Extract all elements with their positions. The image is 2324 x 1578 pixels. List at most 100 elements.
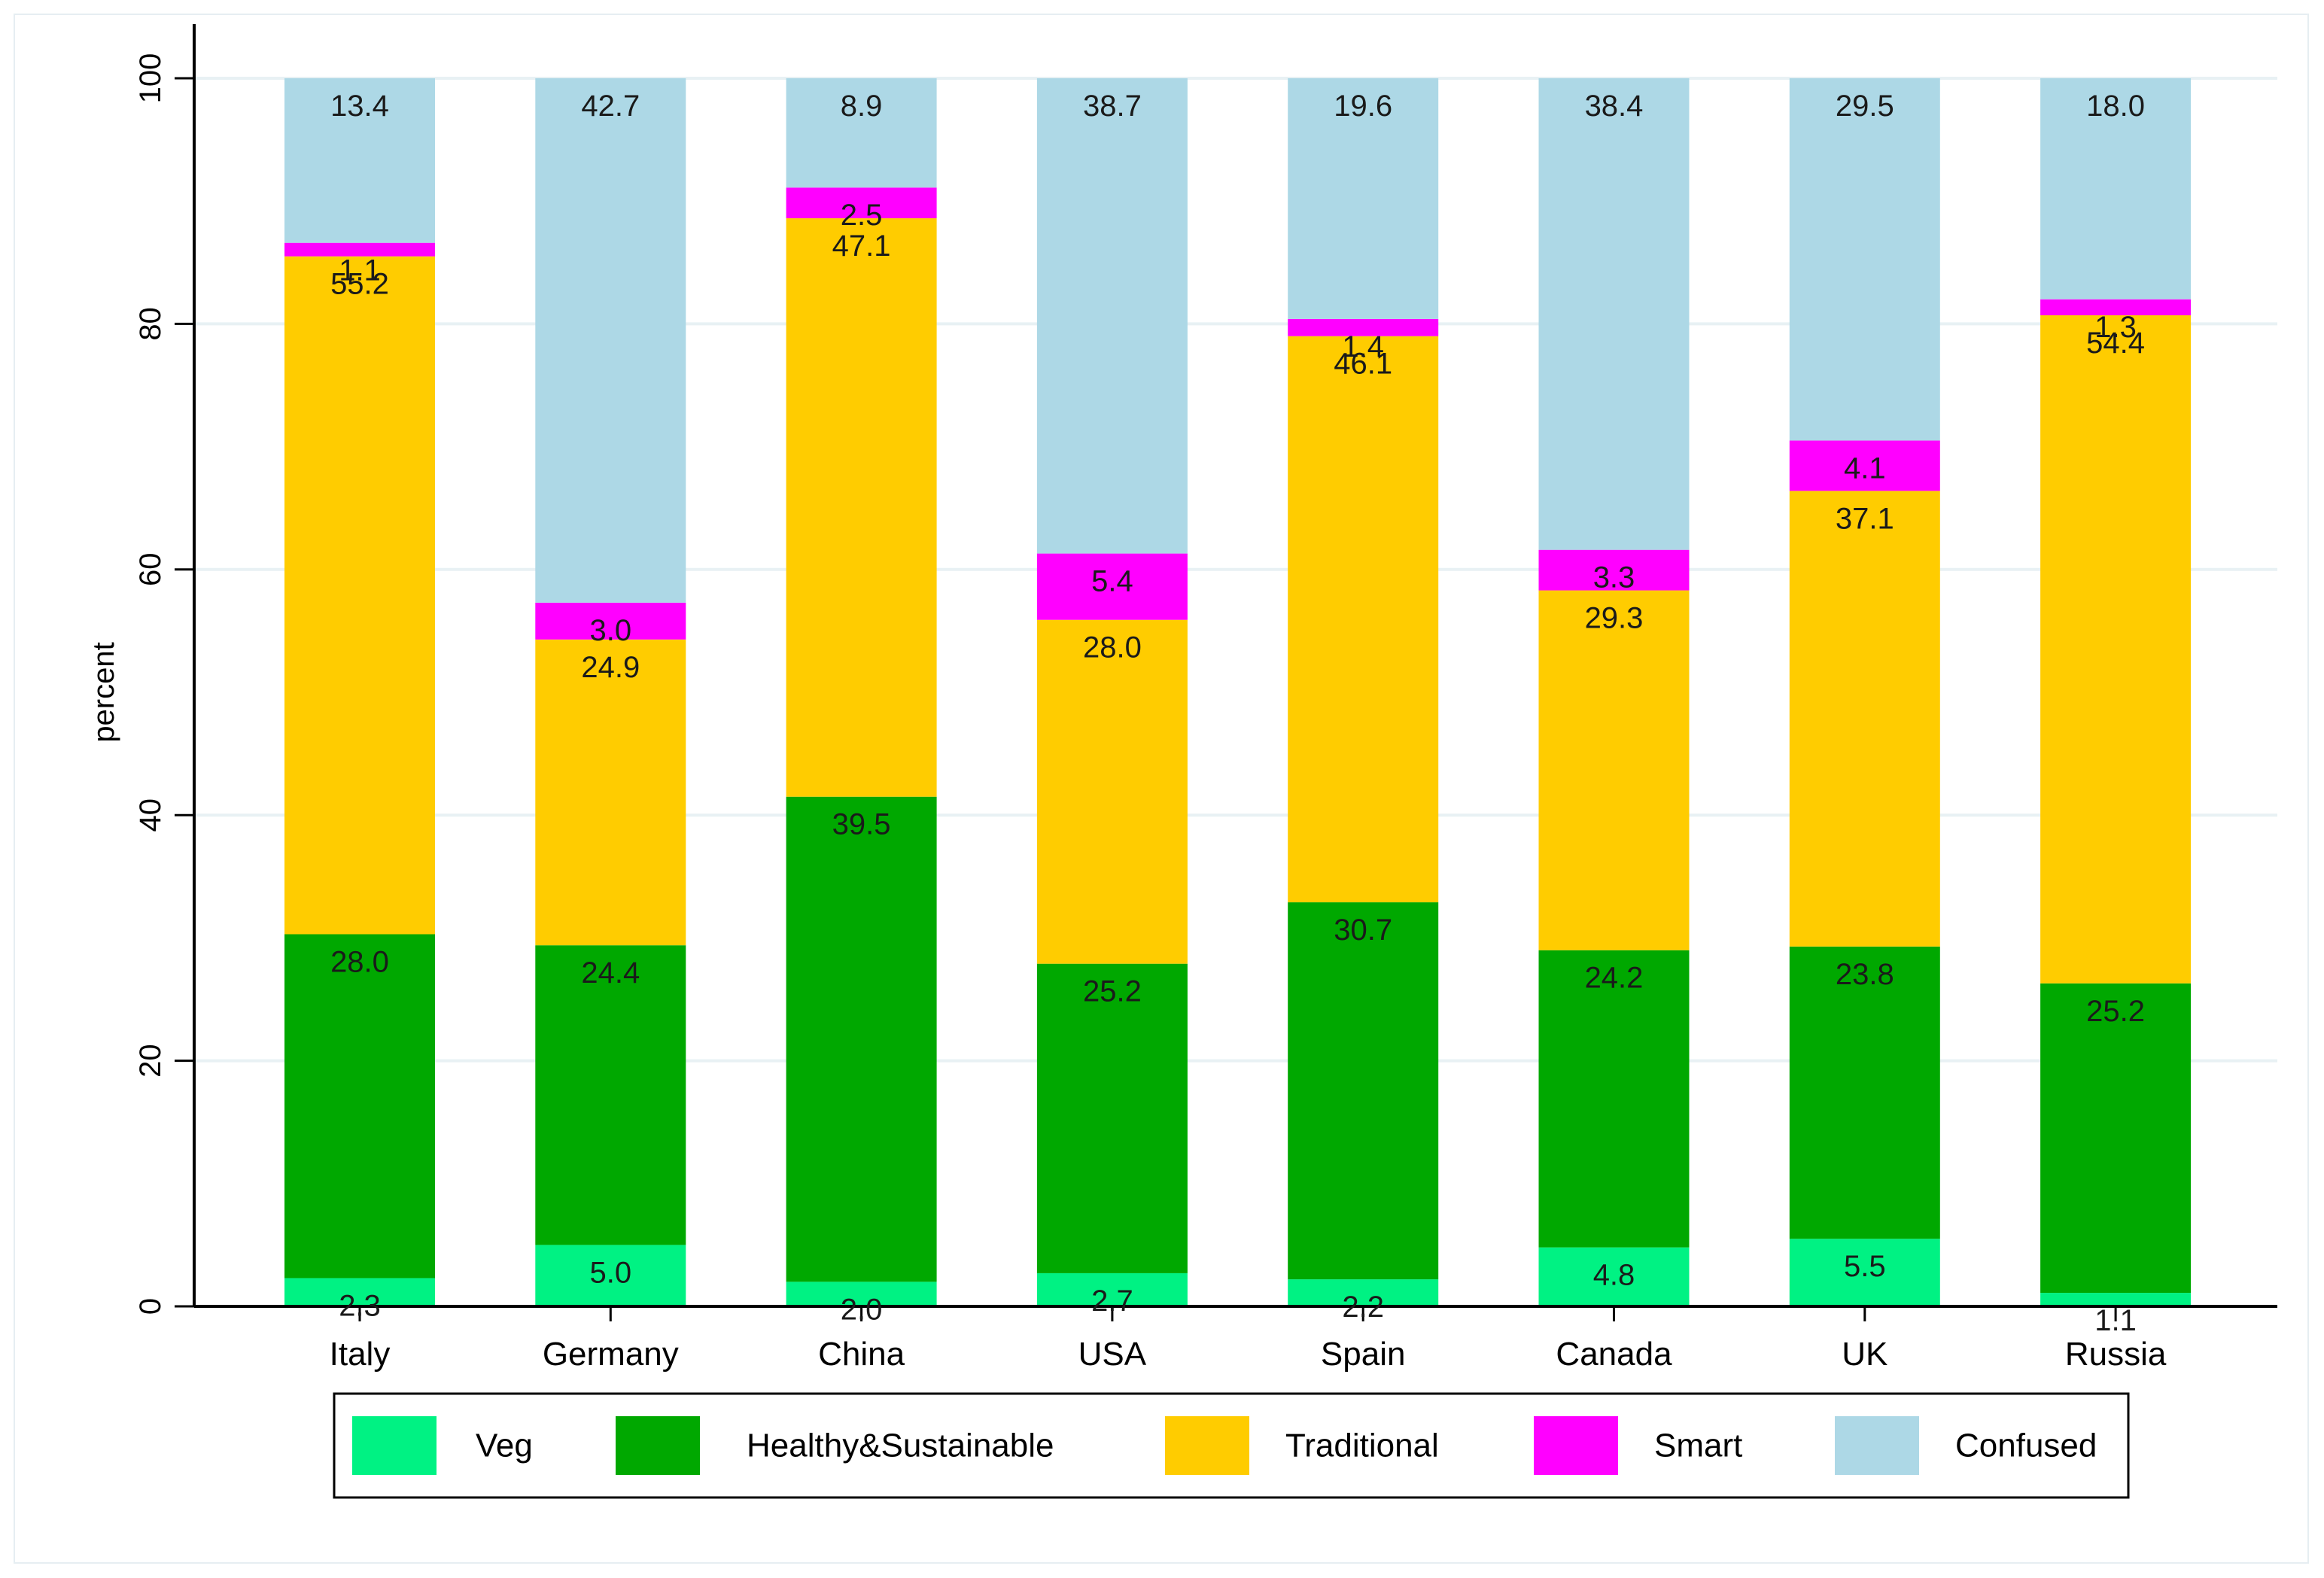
value-label-germany-smart: 3.0: [589, 614, 631, 647]
bar-russia-traditional: [2040, 315, 2192, 984]
value-label-russia-confused: 18.0: [2086, 90, 2145, 123]
value-label-uk-healthy-sustainable: 23.8: [1836, 958, 1894, 991]
bar-canada-veg: [1538, 1247, 1690, 1306]
y-tick-label-0: 0: [134, 1298, 167, 1315]
x-tick-label-usa: USA: [1078, 1336, 1147, 1373]
legend-label-confused: Confused: [1955, 1427, 2097, 1464]
bar-russia-smart: [2040, 299, 2192, 315]
value-label-canada-veg: 4.8: [1593, 1259, 1635, 1292]
value-label-italy-veg: 2.3: [339, 1289, 381, 1322]
bar-russia-healthy-sustainable: [2040, 983, 2192, 1294]
x-tick-label-germany: Germany: [543, 1336, 679, 1373]
legend-label-veg: Veg: [476, 1427, 533, 1464]
value-label-canada-traditional: 29.3: [1585, 602, 1644, 635]
bar-usa-confused: [1036, 78, 1188, 554]
legend-swatch-confused: [1835, 1416, 1919, 1475]
bar-italy-traditional: [284, 256, 435, 935]
legend-label-traditional: Traditional: [1285, 1427, 1439, 1464]
value-label-russia-veg: 1.1: [2094, 1304, 2137, 1337]
y-tick-label-40: 40: [134, 798, 167, 832]
value-label-china-confused: 8.9: [841, 90, 883, 123]
bar-china-veg: [786, 1282, 937, 1306]
chart-frame: 0 20 40 60 80 100 percent Italy Germany China USA S…: [14, 14, 2309, 1564]
bar-uk-traditional: [1789, 491, 1940, 947]
legend-swatch-healthy-sustainable: [616, 1416, 700, 1475]
value-label-uk-traditional: 37.1: [1836, 502, 1894, 535]
legend-swatch-smart: [1534, 1416, 1618, 1475]
bar-uk-smart: [1789, 440, 1940, 491]
bar-china-confused: [786, 78, 937, 188]
bar-germany-veg: [535, 1245, 686, 1306]
bar-spain-traditional: [1288, 336, 1439, 903]
value-label-italy-traditional: 55.2: [330, 268, 389, 301]
bar-usa-smart: [1036, 553, 1188, 620]
value-label-germany-veg: 5.0: [589, 1256, 631, 1289]
value-label-germany-traditional: 24.9: [581, 651, 640, 684]
bar-italy-veg: [284, 1278, 435, 1306]
value-label-russia-healthy-sustainable: 25.2: [2086, 995, 2145, 1028]
value-label-china-healthy-sustainable: 39.5: [832, 808, 891, 841]
value-label-germany-healthy-sustainable: 24.4: [581, 956, 640, 990]
bar-germany-healthy-sustainable: [535, 945, 686, 1245]
value-label-usa-veg: 2.7: [1091, 1285, 1133, 1318]
value-label-uk-smart: 4.1: [1844, 452, 1886, 485]
bar-canada-smart: [1538, 549, 1690, 591]
bar-spain-healthy-sustainable: [1288, 902, 1439, 1280]
bar-usa-veg: [1036, 1272, 1188, 1306]
x-tick-label-russia: Russia: [2065, 1336, 2167, 1373]
y-axis-title: percent: [87, 642, 120, 742]
bar-germany-confused: [535, 78, 686, 603]
bar-germany-traditional: [535, 639, 686, 946]
bar-uk-healthy-sustainable: [1789, 946, 1940, 1239]
value-label-spain-confused: 19.6: [1334, 90, 1392, 123]
value-label-italy-smart: 1.1: [339, 254, 381, 287]
value-label-china-traditional: 47.1: [832, 230, 891, 263]
value-label-italy-confused: 13.4: [330, 90, 389, 123]
stacked-bar-chart: 0 20 40 60 80 100 percent Italy Germany China USA S…: [87, 24, 2277, 1499]
x-tick-label-china: China: [818, 1336, 905, 1373]
value-label-italy-healthy-sustainable: 28.0: [330, 946, 389, 979]
bar-russia-veg: [2040, 1293, 2192, 1306]
bar-usa-healthy-sustainable: [1036, 963, 1188, 1273]
value-label-russia-traditional: 54.4: [2086, 327, 2145, 360]
x-tick-label-canada: Canada: [1556, 1336, 1672, 1373]
bar-uk-veg: [1789, 1239, 1940, 1306]
value-label-usa-smart: 5.4: [1091, 565, 1133, 598]
legend-label-smart: Smart: [1654, 1427, 1742, 1464]
value-label-uk-veg: 5.5: [1844, 1250, 1886, 1283]
value-label-china-veg: 2.0: [841, 1293, 883, 1326]
legend-swatch-veg: [352, 1416, 437, 1475]
bar-italy-confused: [284, 78, 435, 243]
bar-spain-smart: [1288, 318, 1439, 336]
y-tick-label-20: 20: [134, 1044, 167, 1078]
legend-label-healthy-sustainable: Healthy&Sustainable: [747, 1427, 1054, 1464]
value-label-usa-healthy-sustainable: 25.2: [1083, 975, 1142, 1008]
bar-china-traditional: [786, 218, 937, 797]
bar-germany-smart: [535, 602, 686, 640]
value-label-china-smart: 2.5: [841, 199, 883, 232]
legend-swatch-traditional: [1165, 1416, 1249, 1475]
bar-russia-confused: [2040, 78, 2192, 299]
x-tick-label-italy: Italy: [330, 1336, 391, 1373]
value-label-russia-smart: 1.3: [2094, 311, 2137, 344]
bar-china-smart: [786, 187, 937, 219]
value-label-spain-healthy-sustainable: 30.7: [1334, 914, 1392, 947]
value-label-spain-smart: 1.4: [1342, 330, 1384, 363]
bar-spain-confused: [1288, 78, 1439, 319]
value-label-spain-traditional: 46.1: [1334, 348, 1392, 381]
y-tick-label-60: 60: [134, 553, 167, 587]
bar-canada-traditional: [1538, 590, 1690, 950]
bar-canada-confused: [1538, 78, 1690, 550]
value-label-canada-confused: 38.4: [1585, 90, 1644, 123]
y-tick-label-100: 100: [134, 53, 167, 104]
bar-italy-healthy-sustainable: [284, 934, 435, 1279]
bar-spain-veg: [1288, 1279, 1439, 1306]
bar-usa-traditional: [1036, 619, 1188, 964]
bar-china-healthy-sustainable: [786, 796, 937, 1282]
bar-uk-confused: [1789, 78, 1940, 441]
value-label-spain-veg: 2.2: [1342, 1291, 1384, 1324]
value-label-usa-traditional: 28.0: [1083, 631, 1142, 664]
bar-italy-smart: [284, 242, 435, 257]
bar-canada-healthy-sustainable: [1538, 950, 1690, 1248]
value-label-canada-healthy-sustainable: 24.2: [1585, 962, 1644, 995]
